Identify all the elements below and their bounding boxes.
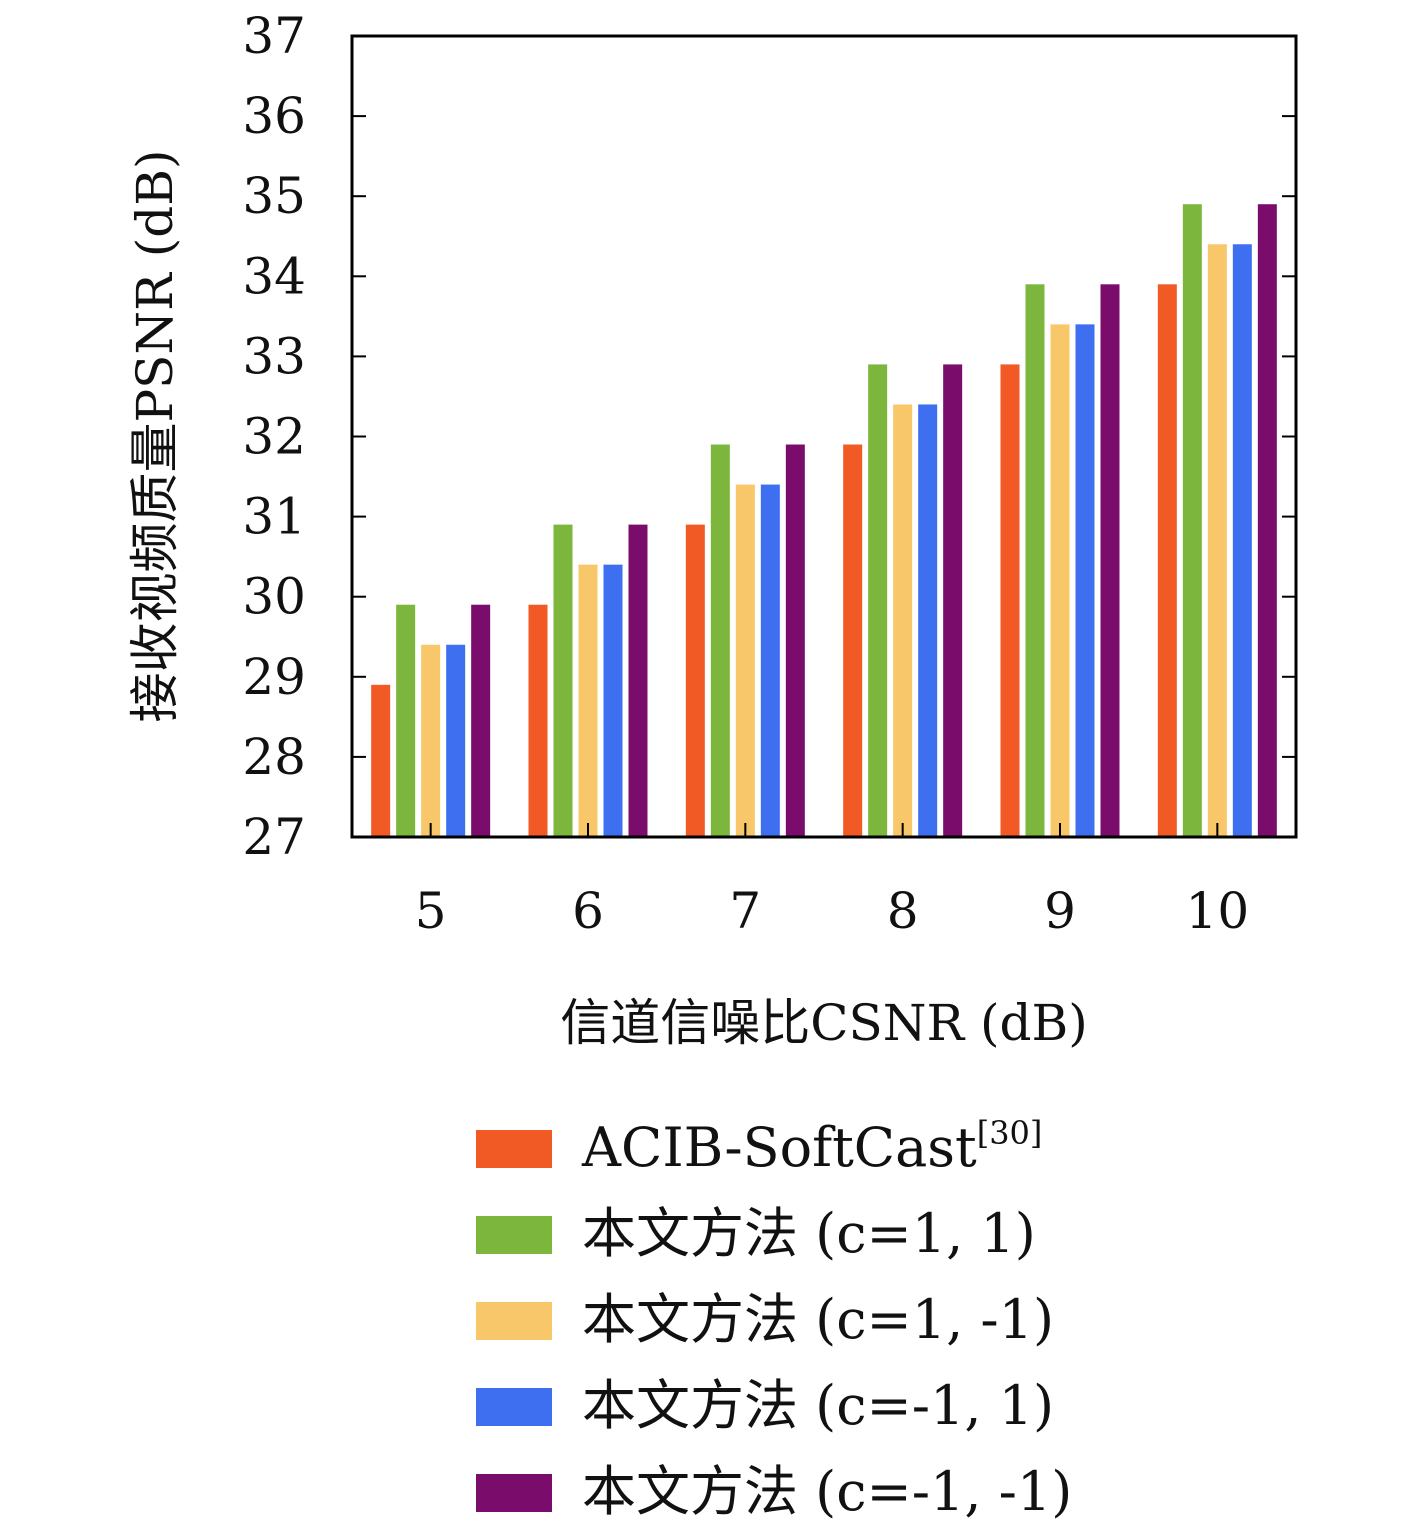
x-tick-label: 6 — [572, 882, 604, 940]
bar-series-1-cat-8 — [843, 444, 863, 837]
bar-series-5-cat-8 — [943, 364, 963, 837]
bar-series-1-cat-7 — [685, 524, 705, 837]
legend-label: 本文方法 (c=1, 1) — [582, 1202, 1036, 1265]
bar-series-4-cat-5 — [446, 644, 466, 837]
bar-series-4-cat-10 — [1232, 244, 1252, 837]
bar-series-1-cat-5 — [371, 684, 391, 837]
bar-series-4-cat-6 — [603, 564, 623, 837]
y-tick-label: 33 — [242, 327, 306, 385]
legend-swatch — [476, 1130, 552, 1168]
bar-series-3-cat-8 — [893, 404, 913, 837]
bar-series-2-cat-7 — [710, 444, 730, 837]
y-tick-label: 35 — [242, 167, 306, 225]
legend-label: 本文方法 (c=1, -1) — [582, 1288, 1054, 1351]
bar-series-2-cat-10 — [1182, 204, 1202, 837]
bar-series-2-cat-9 — [1025, 284, 1045, 837]
y-tick-label: 28 — [242, 728, 306, 786]
legend-swatch — [476, 1216, 552, 1254]
bar-series-3-cat-10 — [1207, 244, 1227, 837]
bar-series-1-cat-6 — [528, 604, 548, 837]
legend-label: 本文方法 (c=-1, -1) — [582, 1460, 1072, 1523]
y-tick-label: 37 — [242, 7, 306, 65]
plot-area-frame — [350, 34, 1298, 839]
bar-series-2-cat-6 — [553, 524, 573, 837]
bar-series-3-cat-7 — [735, 484, 755, 837]
bar-series-3-cat-5 — [421, 644, 441, 837]
bar-series-5-cat-5 — [471, 604, 491, 837]
y-tick-label: 27 — [242, 808, 306, 866]
bar-series-5-cat-9 — [1100, 284, 1120, 837]
legend: ACIB-SoftCast[30] 本文方法 (c=1, 1) 本文方法 (c=1,… — [476, 1114, 1072, 1523]
x-tick-label: 9 — [1044, 882, 1076, 940]
bar-series-4-cat-9 — [1075, 324, 1095, 837]
bar-series-5-cat-6 — [628, 524, 648, 837]
x-tick-label: 7 — [729, 882, 761, 940]
x-tick-label: 5 — [415, 882, 447, 940]
x-axis-label: 信道信噪比CSNR (dB) — [560, 994, 1088, 1052]
bar-series-5-cat-7 — [785, 444, 805, 837]
bar-series-4-cat-7 — [760, 484, 780, 837]
legend-label: ACIB-SoftCast[30] — [581, 1114, 1042, 1179]
bar-series-2-cat-8 — [868, 364, 888, 837]
y-tick-label: 36 — [242, 87, 306, 145]
y-tick-label: 31 — [242, 488, 306, 546]
bar-series-4-cat-8 — [918, 404, 938, 837]
legend-swatch — [476, 1388, 552, 1426]
bar-series-2-cat-5 — [396, 604, 416, 837]
y-axis-ticks: 27 28 29 30 31 32 33 34 35 36 37 — [242, 7, 1296, 866]
x-tick-label: 10 — [1186, 882, 1250, 940]
bar-series-3-cat-6 — [578, 564, 598, 837]
bar-series-3-cat-9 — [1050, 324, 1070, 837]
legend-swatch — [476, 1474, 552, 1512]
y-axis-label: 接收视频质量PSNR (dB) — [126, 150, 184, 723]
legend-label-superscript: [30] — [977, 1114, 1043, 1152]
y-tick-label: 30 — [242, 568, 306, 626]
bars-layer — [371, 204, 1277, 837]
y-tick-label: 29 — [242, 648, 306, 706]
x-tick-label: 8 — [887, 882, 919, 940]
x-axis-ticks: 5 6 7 8 9 10 — [415, 823, 1249, 940]
y-tick-label: 34 — [242, 247, 306, 305]
bar-series-1-cat-9 — [1000, 364, 1020, 837]
legend-swatch — [476, 1302, 552, 1340]
legend-label: 本文方法 (c=-1, 1) — [582, 1374, 1054, 1437]
bar-series-1-cat-10 — [1157, 284, 1177, 837]
bar-series-5-cat-10 — [1257, 204, 1277, 837]
y-tick-label: 32 — [242, 408, 306, 466]
